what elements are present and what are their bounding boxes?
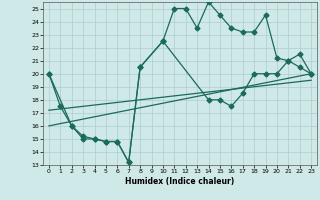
X-axis label: Humidex (Indice chaleur): Humidex (Indice chaleur)	[125, 177, 235, 186]
